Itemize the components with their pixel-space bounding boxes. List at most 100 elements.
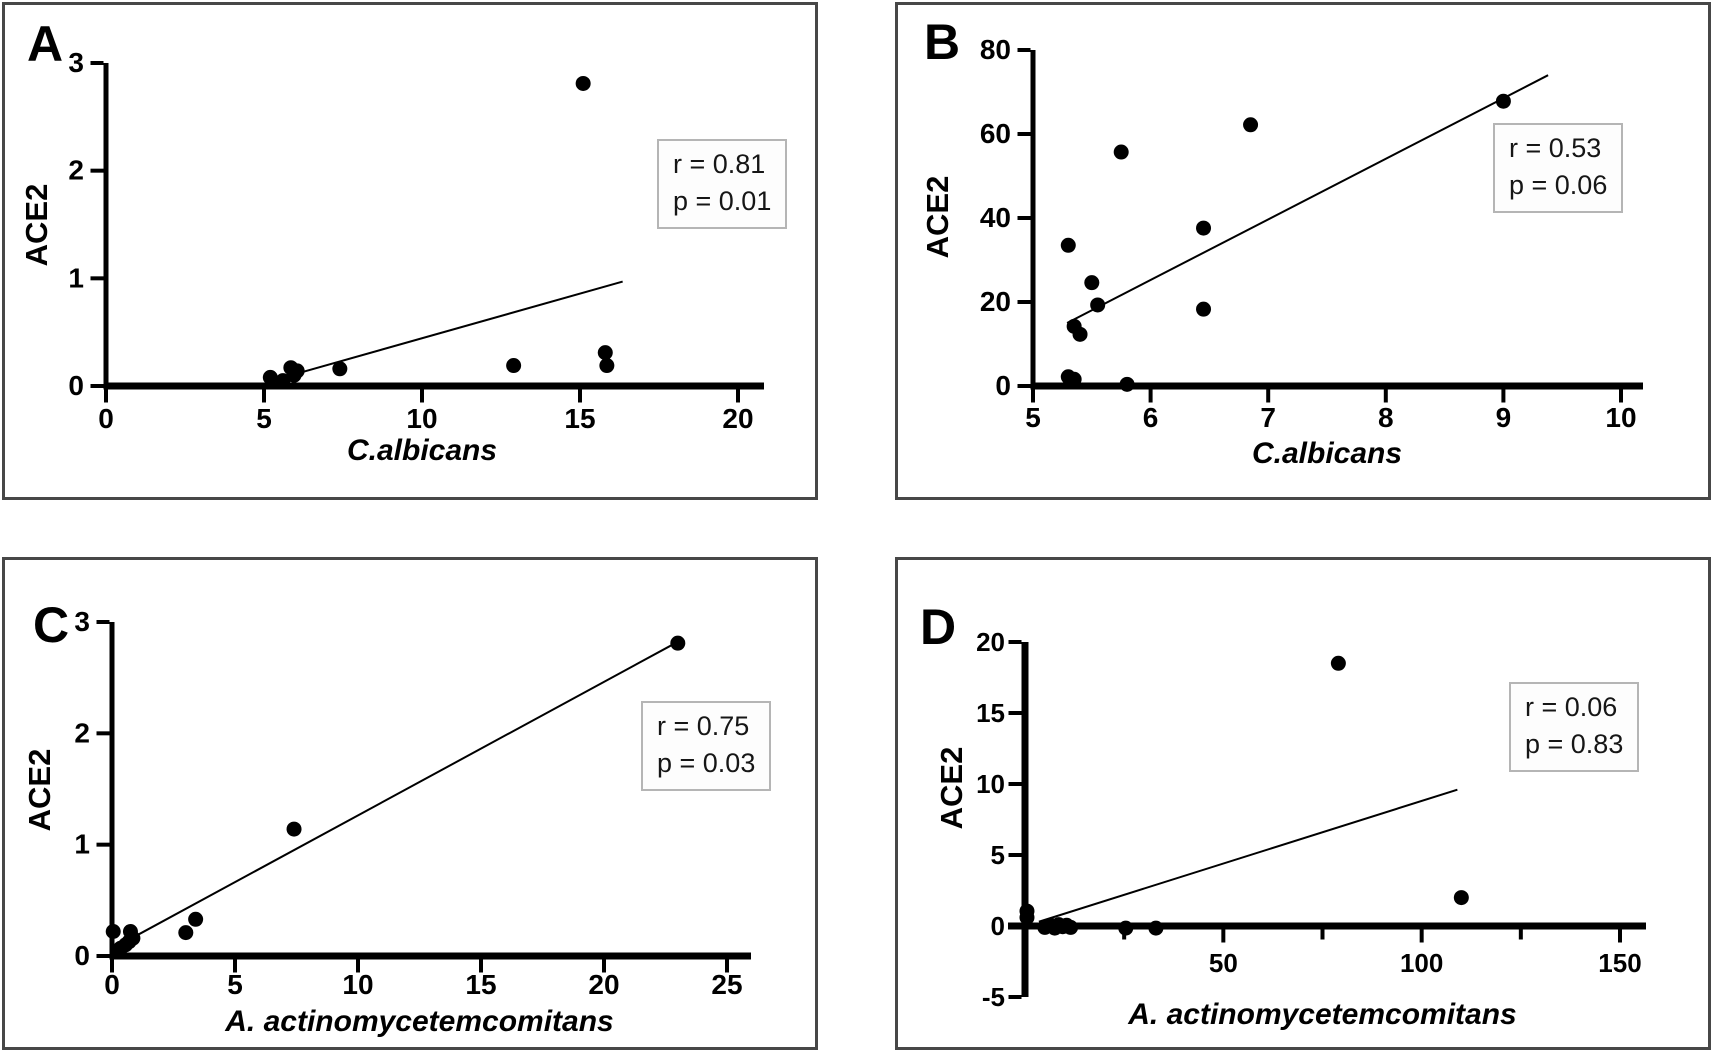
data-point <box>1243 117 1259 133</box>
stats-annotation-c: r = 0.75 p = 0.03 <box>641 701 772 791</box>
data-point <box>1113 144 1129 160</box>
data-point <box>1060 237 1076 253</box>
y-tick-label: 0 <box>991 911 1005 941</box>
y-tick-label: 0 <box>995 370 1011 401</box>
x-tick-label: 5 <box>256 403 272 434</box>
x-tick-label: 50 <box>1209 948 1238 978</box>
y-tick-label: 20 <box>976 627 1005 657</box>
x-tick-label: 0 <box>98 403 114 434</box>
x-tick-label: 150 <box>1598 948 1641 978</box>
x-tick-label: 10 <box>406 403 437 434</box>
data-point <box>1063 919 1079 935</box>
data-point <box>1196 220 1212 236</box>
data-point <box>286 821 302 837</box>
y-axis-title: ACE2 <box>22 749 57 832</box>
p-value-text: p = 0.01 <box>673 186 772 216</box>
p-value-text: p = 0.03 <box>657 748 756 778</box>
y-axis-title: ACE2 <box>934 747 969 830</box>
data-point <box>262 369 278 385</box>
panel-c: 0 5 10 15 20 25 0 1 2 3 ACE2 A. actinomycetemcomita… <box>2 557 818 1050</box>
y-tick-label: 2 <box>74 717 90 748</box>
y-tick-label: 10 <box>976 769 1005 799</box>
data-point <box>1453 890 1469 906</box>
data-point <box>188 911 204 927</box>
panel-d: 50 100 150 -5 0 5 10 15 20 ACE2 A. actinomycetemco… <box>895 557 1711 1050</box>
trendline <box>131 638 682 940</box>
data-point <box>1330 655 1346 671</box>
x-tick-label: 10 <box>342 969 373 1000</box>
data-point <box>105 924 121 940</box>
x-tick-label: 100 <box>1400 948 1443 978</box>
x-tick-label: 20 <box>722 403 753 434</box>
x-tick-label: 15 <box>564 403 595 434</box>
x-tick-label: 0 <box>104 969 120 1000</box>
y-tick-label: 15 <box>976 698 1005 728</box>
panel-label-c: C <box>33 597 71 653</box>
data-point <box>1084 275 1100 291</box>
data-point <box>332 361 348 377</box>
y-tick-label: 3 <box>68 47 84 78</box>
data-point <box>1019 909 1035 925</box>
y-tick-label: 80 <box>980 34 1011 65</box>
data-point <box>575 75 591 91</box>
trendline <box>1066 74 1549 324</box>
data-point <box>1148 920 1164 936</box>
scatter-plot-d: 50 100 150 -5 0 5 10 15 20 ACE2 A. actinomycetemco… <box>934 627 1646 1031</box>
y-tick-label: 20 <box>980 286 1011 317</box>
y-tick-label: 1 <box>74 829 90 860</box>
data-point <box>289 363 305 379</box>
x-axis-title: C.albicans <box>347 434 497 467</box>
y-tick-label: 60 <box>980 118 1011 149</box>
x-axis-title: A. actinomycetemcomitans <box>1127 998 1516 1031</box>
y-tick-label: 0 <box>74 940 90 971</box>
panel-label-a: A <box>27 16 65 72</box>
panel-b: 5 6 7 8 9 10 0 20 40 60 80 ACE2 C.albicans B r = 0.5… <box>895 2 1711 500</box>
p-value-text: p = 0.83 <box>1525 729 1624 759</box>
x-tick-label: 7 <box>1260 402 1276 433</box>
scatter-plot-a: 0 5 10 15 20 0 1 2 3 ACE2 C.albicans <box>19 47 764 467</box>
x-tick-label: 25 <box>711 969 742 1000</box>
y-tick-label: 0 <box>68 370 84 401</box>
data-point <box>178 925 194 941</box>
data-point <box>670 635 686 651</box>
r-value-text: r = 0.75 <box>657 711 750 741</box>
panel-label-b: B <box>924 14 962 70</box>
x-tick-label: 15 <box>465 969 496 1000</box>
y-tick-label: 2 <box>68 155 84 186</box>
panel-label-d: D <box>920 599 958 655</box>
r-value-text: r = 0.06 <box>1525 692 1618 722</box>
p-value-text: p = 0.06 <box>1509 170 1608 200</box>
data-point <box>597 345 613 361</box>
x-axis-title: C.albicans <box>1252 437 1402 470</box>
data-point <box>599 358 615 374</box>
y-tick-label: 40 <box>980 202 1011 233</box>
x-tick-label: 10 <box>1605 402 1636 433</box>
x-tick-label: 8 <box>1378 402 1394 433</box>
scatter-plot-b: 5 6 7 8 9 10 0 20 40 60 80 ACE2 C.albicans <box>920 34 1643 470</box>
x-tick-label: 5 <box>1025 402 1041 433</box>
data-point <box>506 358 522 374</box>
data-point <box>1119 376 1135 392</box>
y-tick-label: 5 <box>991 840 1005 870</box>
x-tick-label: 9 <box>1496 402 1512 433</box>
r-value-text: r = 0.53 <box>1509 133 1602 163</box>
stats-annotation-a: r = 0.81 p = 0.01 <box>657 139 788 229</box>
y-tick-label: -5 <box>982 982 1005 1012</box>
y-tick-label: 3 <box>74 606 90 637</box>
y-axis-title: ACE2 <box>19 184 54 267</box>
trendline <box>1038 788 1458 923</box>
y-axis-title: ACE2 <box>920 176 955 259</box>
data-point <box>1196 301 1212 317</box>
data-point <box>1495 93 1511 109</box>
y-tick-label: 1 <box>68 262 84 293</box>
panel-a: 0 5 10 15 20 0 1 2 3 ACE2 C.albicans A r = 0.81 p … <box>2 2 818 500</box>
data-point <box>1090 297 1106 313</box>
stats-annotation-d: r = 0.06 p = 0.83 <box>1509 682 1640 772</box>
data-point <box>1118 920 1134 936</box>
r-value-text: r = 0.81 <box>673 149 766 179</box>
x-tick-label: 5 <box>227 969 243 1000</box>
data-point <box>1072 326 1088 342</box>
x-tick-label: 20 <box>588 969 619 1000</box>
stats-annotation-b: r = 0.53 p = 0.06 <box>1493 123 1624 213</box>
